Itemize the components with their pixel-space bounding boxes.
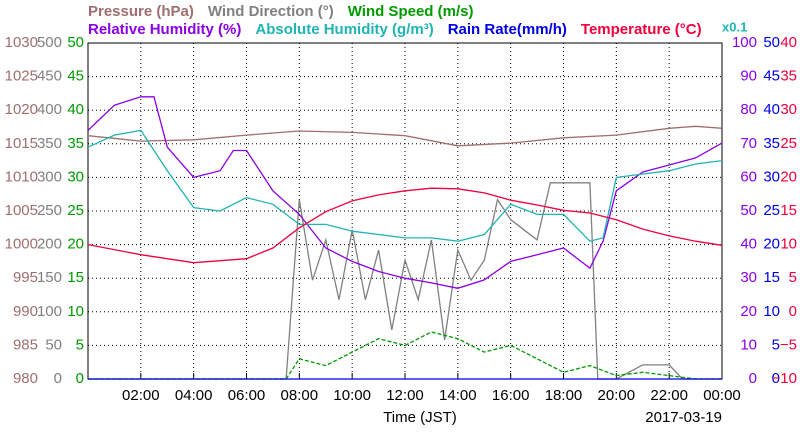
- y-tick-label: 0: [76, 370, 84, 387]
- x-tick-label: 06:00: [228, 387, 266, 404]
- series-line: [87, 125, 723, 147]
- y-tick-label: 10: [763, 303, 780, 320]
- x-tick-label: 08:00: [281, 387, 319, 404]
- y-tick-label: 1005: [5, 202, 38, 219]
- x-tick-label: 20:00: [598, 387, 636, 404]
- y-tick-label: 90: [740, 68, 757, 85]
- y-tick-label: 10: [780, 236, 797, 253]
- series-line: [87, 187, 723, 264]
- y-tick-label: 25: [67, 202, 84, 219]
- series-line: [88, 331, 722, 380]
- y-tick-label: 990: [13, 303, 38, 320]
- y-tick-label: 200: [37, 236, 62, 253]
- y-tick-label: 50: [763, 34, 780, 51]
- y-tick-label: 40: [740, 236, 757, 253]
- date-label: 2017-03-19: [645, 409, 722, 426]
- y-tick-label: 40: [780, 34, 797, 51]
- y-tick-label: 100: [37, 303, 62, 320]
- y-tick-label: 30: [67, 168, 84, 185]
- y-tick-label: 10: [740, 336, 757, 353]
- y-tick-label: 100: [732, 34, 757, 51]
- y-tick-label: 250: [37, 202, 62, 219]
- y-tick-label: 1000: [5, 236, 38, 253]
- y-tick-label: 20: [67, 236, 84, 253]
- y-tick-label: 40: [67, 101, 84, 118]
- y-tick-label: 0: [772, 370, 780, 387]
- y-tick-label: 980: [13, 370, 38, 387]
- y-tick-label: 300: [37, 168, 62, 185]
- x-tick-label: 00:00: [703, 387, 741, 404]
- y-tick-label: 60: [740, 168, 757, 185]
- y-tick-label: 20: [780, 168, 797, 185]
- y-tick-label: 150: [37, 269, 62, 286]
- y-tick-label: 15: [780, 202, 797, 219]
- y-tick-label: 45: [763, 68, 780, 85]
- y-tick-label: −10: [772, 370, 797, 387]
- x-tick-label: 16:00: [492, 387, 530, 404]
- y-tick-label: 30: [763, 168, 780, 185]
- legend-entry: Wind Direction (°): [208, 3, 334, 20]
- y-tick-label: 25: [763, 202, 780, 219]
- y-tick-label: 1025: [5, 68, 38, 85]
- y-tick-label: 30: [740, 269, 757, 286]
- y-tick-label: 1030: [5, 34, 38, 51]
- x-axis-label: Time (JST): [383, 409, 457, 426]
- y-tick-label: 0: [54, 370, 62, 387]
- y-tick-label: 995: [13, 269, 38, 286]
- legend-entry: Temperature (°C): [581, 21, 702, 38]
- x-tick-label: 14:00: [439, 387, 477, 404]
- y-tick-label: 5: [789, 269, 797, 286]
- series-line: [88, 182, 722, 380]
- y-tick-label: 50: [67, 34, 84, 51]
- y-tick-label: 400: [37, 101, 62, 118]
- legend-entry: Absolute Humidity (g/m³): [255, 21, 433, 38]
- y-tick-label: 15: [763, 269, 780, 286]
- y-tick-label: 25: [780, 135, 797, 152]
- x-tick-label: 22:00: [650, 387, 688, 404]
- x-tick-label: 18:00: [545, 387, 583, 404]
- y-tick-label: 40: [763, 101, 780, 118]
- x-tick-label: 02:00: [122, 387, 160, 404]
- x-tick-label: 12:00: [386, 387, 424, 404]
- legend-entry: Relative Humidity (%): [88, 21, 241, 38]
- y-tick-label: 450: [37, 68, 62, 85]
- y-tick-label: 50: [45, 336, 62, 353]
- y-tick-label: 985: [13, 336, 38, 353]
- y-tick-label: 35: [67, 135, 84, 152]
- y-tick-label: 5: [772, 336, 780, 353]
- y-tick-label: 45: [67, 68, 84, 85]
- series-line: [87, 129, 723, 242]
- x-tick-label: 04:00: [175, 387, 213, 404]
- y-tick-label: 70: [740, 135, 757, 152]
- y-tick-label: 1015: [5, 135, 38, 152]
- y-tick-label: −5: [780, 336, 797, 353]
- y-tick-label: 500: [37, 34, 62, 51]
- legend-entry: Wind Speed (m/s): [348, 3, 474, 20]
- y-tick-label: 35: [780, 68, 797, 85]
- y-tick-label: 30: [780, 101, 797, 118]
- y-tick-label: 0: [749, 370, 757, 387]
- y-tick-label: 5: [76, 336, 84, 353]
- x-tick-label: 10:00: [333, 387, 371, 404]
- y-tick-label: 1020: [5, 101, 38, 118]
- y-tick-label: 10: [67, 303, 84, 320]
- y-tick-label: 15: [67, 269, 84, 286]
- y-tick-label: 0: [789, 303, 797, 320]
- legend-entry: Rain Rate(mm/h): [448, 21, 567, 38]
- y-tick-label: 80: [740, 101, 757, 118]
- y-tick-label: 50: [740, 202, 757, 219]
- legend-entry: Pressure (hPa): [88, 3, 194, 20]
- y-tick-label: 35: [763, 135, 780, 152]
- y-tick-label: 1010: [5, 168, 38, 185]
- y-tick-label: 350: [37, 135, 62, 152]
- y-tick-label: 20: [763, 236, 780, 253]
- y-tick-label: 20: [740, 303, 757, 320]
- series-line: [87, 96, 723, 289]
- annotation: x0.1: [722, 19, 747, 34]
